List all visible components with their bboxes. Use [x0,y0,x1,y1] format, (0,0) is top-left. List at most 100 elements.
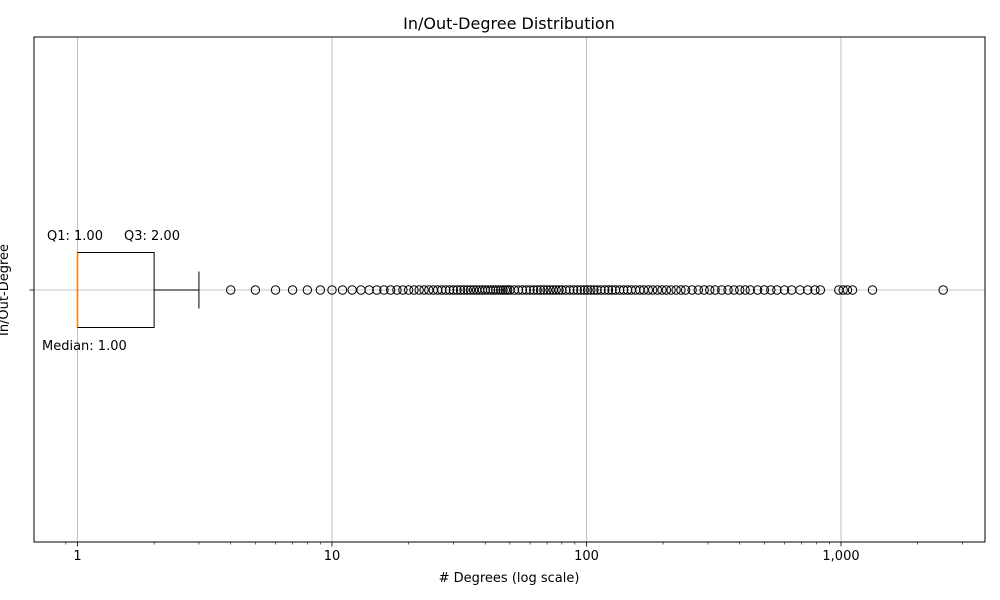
outlier-point [766,285,776,295]
x-axis: 1 10 100 1,000 [65,542,963,564]
outlier-point [491,285,501,295]
outlier-point [705,285,715,295]
outlier-point [535,285,546,295]
x-tick-label: 100 [574,549,599,564]
outlier-point [752,285,763,295]
x-tick-label: 1 [73,549,81,564]
outlier-point [729,285,739,295]
outlier-point [392,285,402,295]
outlier-point [561,285,571,295]
outlier-point [592,285,602,295]
outlier-point [551,285,561,295]
outlier-point [589,285,599,295]
outlier-point [403,285,414,295]
outlier-point [495,285,506,295]
outlier-point [539,285,549,295]
outlier-point [409,285,419,295]
outlier-point [315,285,326,295]
outlier-point [437,285,447,295]
outlier-point [759,285,770,295]
x-tick-label: 10 [324,549,341,564]
outlier-point [614,285,625,295]
outlier-point [676,285,686,295]
y-axis-label: In/Out-Degree [0,244,12,336]
outlier-point [532,285,542,295]
outlier-point [723,285,733,295]
outlier-point [528,285,539,295]
outlier-point [455,285,466,295]
outlier-point [565,285,575,295]
outlier-point [250,285,261,295]
outlier-point [847,285,858,295]
outlier-point [745,285,755,295]
outlier-point [517,285,528,295]
outlier-point [710,285,720,295]
outlier-point [287,285,298,295]
outlier-point [379,285,389,295]
outlier-point [643,285,654,295]
outlier-point [459,285,469,295]
outlier-point [498,285,508,295]
outlier-point [647,285,658,295]
outlier-point [607,285,617,295]
outlier-point [735,285,745,295]
outlier-point [740,285,750,295]
outlier-point [270,285,281,295]
outlier-point [525,285,535,295]
outlier-point [576,285,586,295]
outlier-point [603,285,614,295]
outlier-point [462,285,472,295]
outlier-point [337,285,348,295]
outlier-point [579,285,589,295]
outlier-point [542,285,552,295]
outlier-point [521,285,531,295]
chart-title: In/Out-Degree Distribution [403,14,615,33]
outlier-point [652,285,663,295]
box-layer [76,252,200,328]
outlier-point [327,285,337,295]
outlier-point [483,285,493,295]
outlier-point [810,285,820,295]
outlier-point [441,285,451,295]
outlier-point [372,285,382,295]
outlier-point [398,285,408,295]
q1-annotation: Q1: 1.00 [47,229,103,244]
outlier-point [687,285,697,295]
outlier-point [465,285,476,295]
outlier-point [657,285,667,295]
outlier-point [600,285,610,295]
outlier-point [452,285,462,295]
x-axis-label: # Degrees (log scale) [439,571,580,586]
outlier-point [815,285,826,295]
outlier-point [385,285,396,295]
outlier-point [493,285,503,295]
outlier-point [596,285,606,295]
outlier-point [717,285,727,295]
outlier-point [699,285,709,295]
outlier-point [693,285,704,295]
outlier-point [485,285,496,295]
outlier-point [867,285,878,295]
outlier-point [448,285,459,295]
outlier-point [226,285,236,295]
outlier-point [779,285,790,295]
outlier-point [414,285,424,295]
outlier-point [842,285,853,295]
outlier-point [419,285,429,295]
outlier-point [795,285,805,295]
outlier-layer [226,285,948,295]
outlier-point [680,285,691,295]
outlier-point [582,285,593,295]
outlier-point [568,285,579,295]
outlier-point [938,285,948,295]
outlier-point [302,285,313,295]
q3-annotation: Q3: 2.00 [124,229,180,244]
outlier-point [671,285,681,295]
x-tick-label: 1,000 [822,549,859,564]
median-annotation: Median: 1.00 [42,339,127,354]
outlier-point [661,285,672,295]
outlier-point [444,285,455,295]
outlier-point [554,285,564,295]
outlier-point [488,285,498,295]
